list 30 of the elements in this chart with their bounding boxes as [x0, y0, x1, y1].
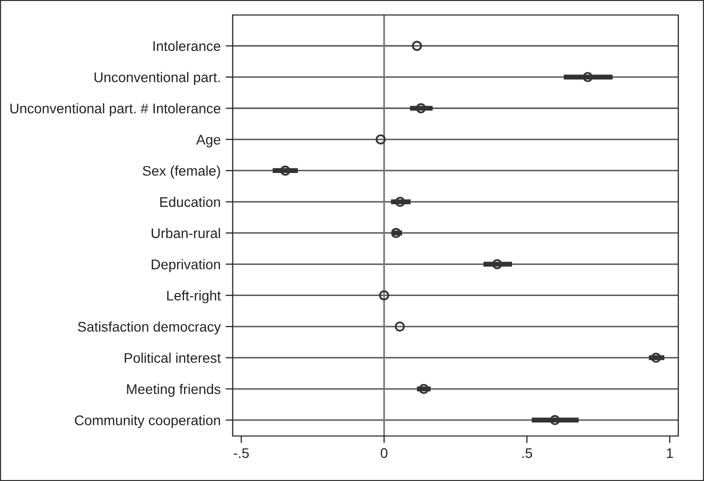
point — [412, 40, 422, 51]
y-tick-label: Community cooperation — [74, 415, 220, 428]
point — [379, 290, 390, 300]
y-tick-label: Intolerance — [153, 40, 220, 52]
y-tick-label: Political interest — [124, 352, 221, 363]
y-tick-label: Sex (female) — [142, 166, 220, 179]
y-tick-label: Unconventional part. — [94, 72, 220, 85]
y-tick-label: Deprivation — [152, 259, 220, 272]
y-tick-label: Unconventional part. # Intolerance — [10, 103, 220, 116]
point — [418, 384, 429, 394]
point — [550, 415, 560, 426]
x-tick-label: -.5 — [234, 448, 249, 458]
y-tick-label: Age — [196, 134, 220, 148]
point — [394, 321, 405, 332]
y-tick-label: Meeting friends — [127, 384, 220, 397]
y-tick-label: Satisfaction democracy — [78, 322, 221, 334]
x-tick-label: .5 — [522, 448, 532, 458]
x-tick-label: 0 — [380, 448, 388, 458]
point — [376, 134, 386, 144]
point — [582, 72, 593, 82]
x-tick-label: 1 — [666, 448, 673, 458]
point — [650, 352, 662, 363]
point — [280, 166, 290, 176]
y-tick-label: Urban-rural — [152, 228, 220, 238]
point — [395, 196, 406, 207]
y-tick-label: Left-right — [167, 290, 221, 304]
point — [391, 228, 402, 238]
point — [492, 259, 502, 270]
point — [416, 103, 426, 114]
y-tick-label: Education — [160, 196, 220, 207]
